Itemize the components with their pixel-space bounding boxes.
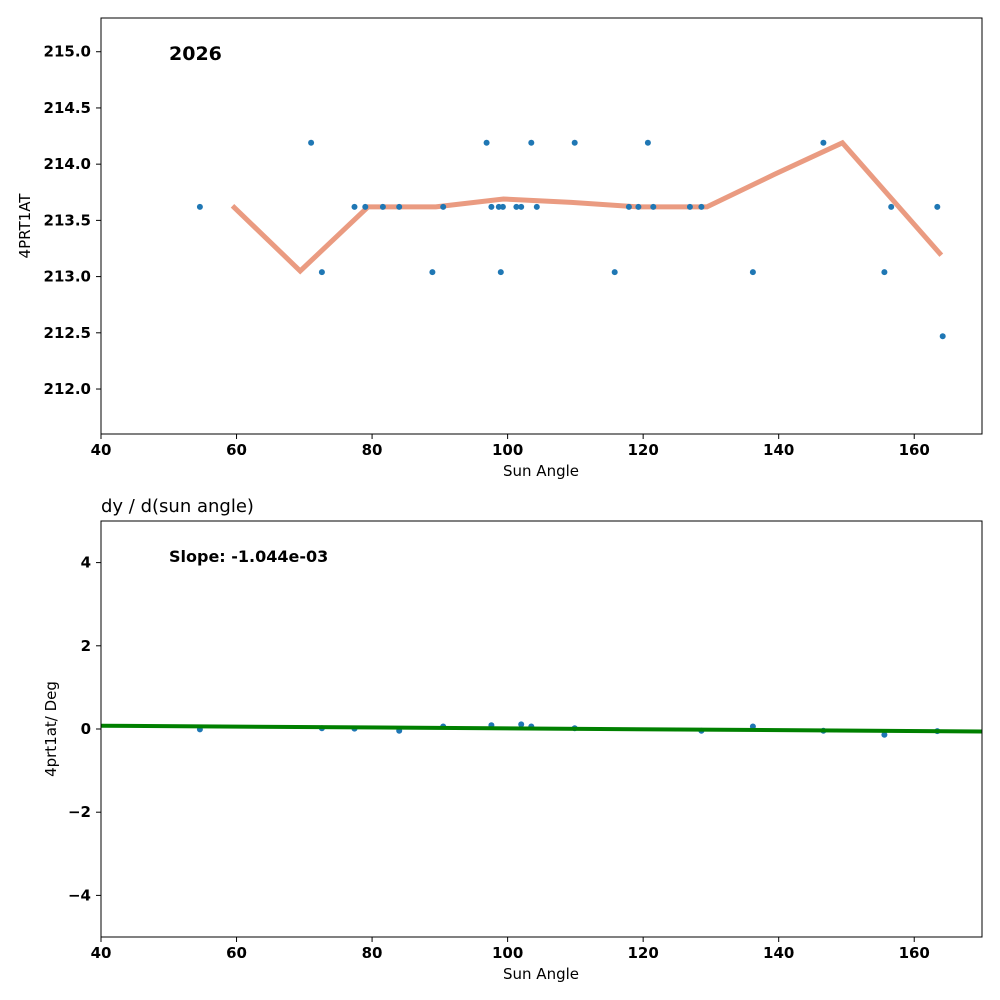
top-data-point	[497, 269, 504, 276]
top-data-point	[488, 203, 495, 210]
bottom-y-tick-label: 4	[81, 554, 91, 572]
top-data-point	[749, 269, 756, 276]
top-data-point	[934, 203, 941, 210]
top-data-point	[625, 203, 632, 210]
top-data-point	[528, 139, 535, 146]
top-data-point	[362, 203, 369, 210]
bottom-x-tick-label: 60	[226, 944, 247, 962]
top-y-tick-label: 212.5	[44, 324, 91, 342]
top-data-point	[351, 203, 358, 210]
bottom-y-tick-label: 2	[81, 637, 91, 655]
top-data-point	[635, 203, 642, 210]
bottom-chart-title: dy / d(sun angle)	[101, 496, 254, 517]
top-x-tick-label: 40	[91, 441, 112, 459]
bottom-annotation: Slope: -1.044e-03	[169, 547, 328, 566]
top-y-tick-label: 212.0	[44, 380, 91, 398]
top-data-point	[196, 203, 203, 210]
top-data-point	[650, 203, 657, 210]
bottom-panel: dy / d(sun angle) 40 60 80 100 120 140 160 −4−…	[42, 496, 983, 983]
top-data-point	[429, 269, 436, 276]
top-x-tick-label: 160	[899, 441, 930, 459]
bottom-data-point	[518, 721, 525, 728]
bottom-data-point	[881, 731, 888, 738]
top-data-point	[939, 333, 946, 340]
top-y-tick-label: 214.5	[44, 99, 91, 117]
bottom-y-axis-label: 4prt1at/ Deg	[42, 681, 60, 777]
top-data-point	[533, 203, 540, 210]
top-x-axis-label: Sun Angle	[503, 462, 579, 480]
bottom-x-tick-label: 80	[362, 944, 383, 962]
top-x-tick-label: 140	[763, 441, 794, 459]
bottom-x-tick-label: 140	[763, 944, 794, 962]
top-y-tick-label: 213.0	[44, 268, 91, 286]
top-data-point	[571, 139, 578, 146]
top-data-point	[318, 269, 325, 276]
top-data-point	[820, 139, 827, 146]
bottom-x-tick-label: 100	[492, 944, 523, 962]
top-data-point	[513, 203, 520, 210]
top-y-tick-label: 214.0	[44, 155, 91, 173]
top-plot-area	[196, 139, 946, 340]
top-data-point	[495, 203, 502, 210]
bottom-trend-line	[100, 723, 983, 734]
top-data-point	[379, 203, 386, 210]
top-data-point	[483, 139, 490, 146]
top-y-tick-label: 213.5	[44, 211, 91, 229]
top-y-ticks: 212.0 212.5 213.0 213.5 214.0 214.5 215.0	[44, 43, 101, 398]
top-data-point	[888, 203, 895, 210]
bottom-x-ticks: 40 60 80 100 120 140 160	[91, 937, 930, 962]
top-panel: 40 60 80 100 120 140 160 212.0212.5213.0213.52…	[16, 17, 983, 480]
top-data-point	[881, 269, 888, 276]
top-data-point	[518, 203, 525, 210]
bottom-x-axis-label: Sun Angle	[503, 965, 579, 983]
top-x-tick-label: 60	[226, 441, 247, 459]
bottom-y-tick-label: −2	[68, 803, 91, 821]
top-x-ticks: 40 60 80 100 120 140 160	[91, 434, 930, 459]
top-y-tick-label: 215.0	[44, 43, 91, 61]
top-y-axis-label: 4PRT1AT	[16, 193, 34, 259]
bottom-plot-area	[100, 721, 983, 738]
top-data-point	[396, 203, 403, 210]
top-data-point	[686, 203, 693, 210]
top-data-point	[698, 203, 705, 210]
top-data-point	[644, 139, 651, 146]
top-trend-line	[230, 139, 944, 275]
top-data-point	[308, 139, 315, 146]
top-axes-frame	[100, 17, 983, 435]
top-x-tick-label: 80	[362, 441, 383, 459]
bottom-x-tick-label: 120	[627, 944, 658, 962]
bottom-y-tick-label: 0	[81, 720, 91, 738]
bottom-y-tick-label: −4	[68, 886, 91, 904]
top-annotation: 2026	[169, 43, 222, 65]
bottom-x-tick-label: 160	[899, 944, 930, 962]
top-x-tick-label: 120	[627, 441, 658, 459]
bottom-x-tick-label: 40	[91, 944, 112, 962]
bottom-y-ticks: −4 −2 0 2 4	[68, 554, 101, 904]
top-data-point	[499, 203, 506, 210]
top-x-tick-label: 100	[492, 441, 523, 459]
top-data-point	[440, 203, 447, 210]
top-data-point	[611, 269, 618, 276]
